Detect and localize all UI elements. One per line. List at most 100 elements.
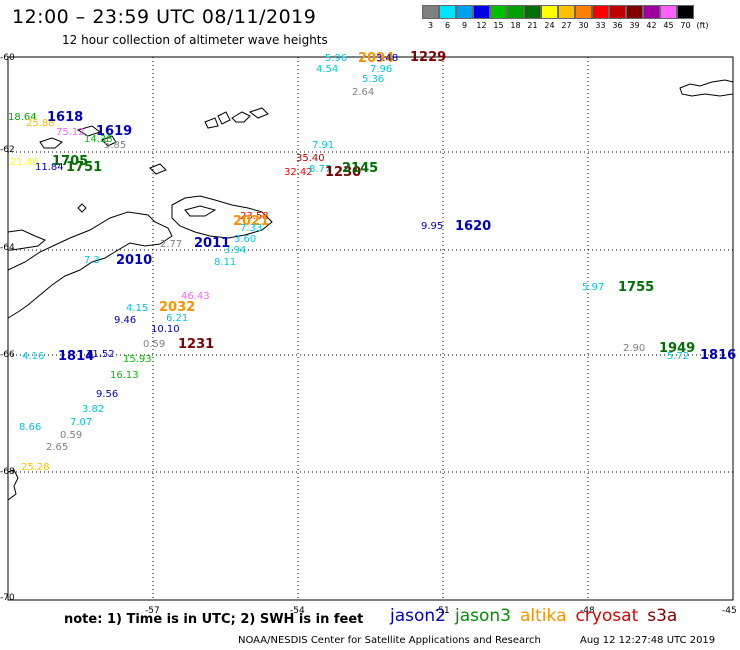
color-scale-swatch — [558, 5, 575, 19]
pass-time-label: 1751 — [66, 160, 102, 175]
wave-height-value: 25.28 — [21, 462, 50, 473]
wave-height-value: 8.66 — [19, 422, 41, 433]
wave-height-value: 2.77 — [160, 239, 182, 250]
wave-height-value: 3.94 — [224, 245, 246, 256]
pass-time-label: 1814 — [58, 349, 94, 364]
pass-time-label: 2021 — [233, 214, 269, 229]
coastline — [7, 79, 734, 501]
wave-height-value: 2.64 — [352, 87, 374, 98]
wave-height-value: 8.77 — [309, 164, 331, 175]
pass-time-label: 2011 — [194, 236, 230, 251]
wave-height-value: 5.72 — [667, 351, 689, 362]
longitude-label: -45 — [722, 606, 737, 616]
color-scale-swatch — [456, 5, 473, 19]
pass-time-label: 1619 — [96, 124, 132, 139]
color-scale-swatch — [507, 5, 524, 19]
wave-height-value: 23.58 — [240, 211, 269, 222]
wave-height-value: 4.16 — [22, 351, 44, 362]
color-scale-label: 27 — [561, 21, 572, 30]
legend-entry-cryosat: cryosat — [575, 606, 639, 626]
color-scale-label: 15 — [493, 21, 504, 30]
color-scale-label: 6 — [444, 21, 451, 30]
pass-time-label: 2145 — [342, 161, 378, 176]
wave-height-value: 11.84 — [35, 162, 64, 173]
longitude-label: -51 — [435, 606, 450, 616]
wave-height-value: 16.13 — [110, 370, 139, 381]
latitude-labels: -60 -62 -64 -66 -68 -70 — [0, 53, 15, 603]
color-scale-label: 9 — [461, 21, 468, 30]
pass-time-label: 1755 — [618, 280, 654, 295]
color-scale-unit: (ft) — [696, 21, 709, 30]
color-scale-label: 33 — [595, 21, 606, 30]
color-scale-swatches — [422, 5, 711, 19]
wave-height-value: 7.91 — [312, 140, 334, 151]
wave-height-value: 9.95 — [421, 221, 443, 232]
wave-height-value: 14.38 — [84, 134, 113, 145]
pass-time-label: 1229 — [410, 50, 446, 65]
color-scale-label: 45 — [663, 21, 674, 30]
legend-entry-jason2: jason2 — [390, 606, 446, 626]
pass-time-label: 1816 — [700, 348, 736, 363]
map-grid — [8, 57, 733, 600]
color-scale-swatch — [609, 5, 626, 19]
pass-time-label: 2010 — [116, 253, 152, 268]
legend-entry-altika: altika — [520, 606, 567, 626]
wave-height-value: 75.12 — [56, 127, 85, 138]
longitude-label: -57 — [145, 606, 160, 616]
color-scale-label: 12 — [476, 21, 487, 30]
color-scale-label: 30 — [578, 21, 589, 30]
wave-height-value: 46.43 — [181, 291, 210, 302]
color-scale-swatch — [422, 5, 439, 19]
pass-time-label: 1620 — [455, 219, 491, 234]
wave-height-value: 25.88 — [26, 118, 55, 129]
wave-height-value: 7.3 — [84, 255, 100, 266]
wave-height-value: 5.96 — [325, 53, 347, 64]
pass-time-label: 1230 — [325, 165, 361, 180]
color-scale-swatch — [575, 5, 592, 19]
wave-height-value: 0.59 — [143, 339, 165, 350]
wave-height-value: 2.65 — [46, 442, 68, 453]
latitude-label: -64 — [0, 243, 15, 253]
color-scale-label: 18 — [510, 21, 521, 30]
color-scale-swatch — [643, 5, 660, 19]
generation-timestamp: Aug 12 12:27:48 UTC 2019 — [580, 635, 716, 646]
latitude-label: -66 — [0, 350, 15, 360]
wave-height-value: 2.90 — [623, 343, 645, 354]
pass-time-label: 2032 — [159, 300, 195, 315]
color-scale-label: 42 — [646, 21, 657, 30]
pass-time-label: 1231 — [178, 337, 214, 352]
wave-height-value: 7.96 — [370, 64, 392, 75]
color-scale-swatch — [473, 5, 490, 19]
wave-height-value: 8.11 — [214, 257, 236, 268]
color-scale-swatch — [592, 5, 609, 19]
latitude-label: -62 — [0, 145, 15, 155]
wave-height-value: 3.60 — [234, 234, 256, 245]
wave-height-value: 3.82 — [82, 404, 104, 415]
satellite-legend: jason2 jason3 altika cryosat s3a — [390, 606, 686, 626]
wave-height-value: 4.15 — [126, 303, 148, 314]
longitude-labels: -57 -54 -51 -48 -45 — [145, 606, 737, 616]
wave-height-value: 11.52 — [86, 349, 115, 360]
credit-footer: NOAA/NESDIS Center for Satellite Applica… — [238, 635, 541, 646]
wave-height-value: 0.59 — [60, 430, 82, 441]
color-scale-swatch — [660, 5, 677, 19]
pass-time-label: 1705 — [52, 154, 88, 169]
wave-height-value: 9.56 — [96, 389, 118, 400]
color-scale-label: 39 — [629, 21, 640, 30]
color-scale-label: 24 — [544, 21, 555, 30]
wave-height-value: 9.46 — [114, 315, 136, 326]
legend-entry-s3a: s3a — [647, 606, 678, 626]
color-scale-label: 3 — [427, 21, 434, 30]
map-note: note: 1) Time is in UTC; 2) SWH is in fe… — [64, 612, 364, 627]
color-scale-swatch — [541, 5, 558, 19]
pass-time-label: 1618 — [47, 110, 83, 125]
color-scale-swatch — [439, 5, 456, 19]
latitude-label: -60 — [0, 53, 15, 63]
color-scale-labels: 3 6 9 12 15 18 21 24 27 30 33 36 39 42 45 70 (ft) — [422, 19, 711, 30]
map-subtitle: 12 hour collection of altimeter wave hei… — [62, 33, 328, 47]
wave-height-value: 7.33 — [240, 223, 262, 234]
wave-height-value: 4.54 — [316, 64, 338, 75]
wave-height-value: 32.42 — [284, 167, 313, 178]
